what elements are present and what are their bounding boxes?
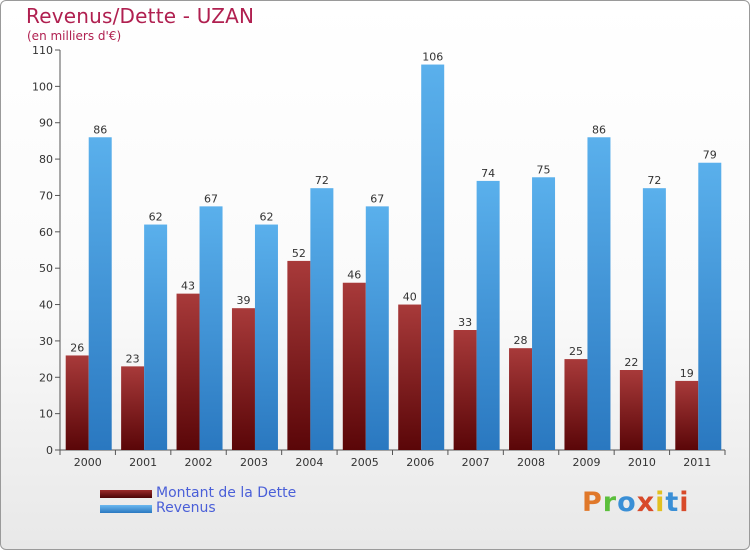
x-tick-label: 2002 bbox=[185, 456, 213, 469]
bar-revenus bbox=[199, 206, 223, 450]
data-label-revenus: 62 bbox=[259, 211, 273, 224]
bar-dette bbox=[453, 330, 477, 450]
chart-title: Revenus/Dette - UZAN bbox=[26, 4, 255, 28]
logo-letter: t bbox=[665, 487, 680, 518]
bar-revenus bbox=[642, 188, 666, 450]
y-tick-label: 10 bbox=[39, 408, 53, 421]
bar-dette bbox=[564, 359, 588, 450]
y-tick-label: 100 bbox=[32, 80, 53, 93]
logo-letter: P bbox=[582, 487, 603, 518]
bar-dette bbox=[675, 380, 699, 450]
x-tick-label: 2006 bbox=[406, 456, 434, 469]
y-tick-label: 110 bbox=[32, 44, 53, 57]
y-tick-label: 80 bbox=[39, 153, 53, 166]
data-label-revenus: 67 bbox=[370, 192, 384, 205]
bar-dette bbox=[398, 304, 422, 450]
bar-dette bbox=[65, 355, 89, 450]
bar-revenus bbox=[254, 224, 278, 450]
y-tick-label: 30 bbox=[39, 335, 53, 348]
x-tick-label: 2008 bbox=[517, 456, 545, 469]
data-label-dette: 22 bbox=[624, 356, 638, 369]
data-label-dette: 25 bbox=[569, 345, 583, 358]
legend-swatch-dette bbox=[100, 490, 152, 498]
data-label-dette: 33 bbox=[458, 316, 472, 329]
data-label-revenus: 62 bbox=[149, 211, 163, 224]
legend-swatch-revenus bbox=[100, 505, 152, 513]
data-label-revenus: 86 bbox=[93, 123, 107, 136]
bar-dette bbox=[176, 293, 200, 450]
proxiti-logo: Proxiti bbox=[582, 487, 690, 518]
y-tick-label: 50 bbox=[39, 262, 53, 275]
bar-revenus bbox=[476, 180, 500, 450]
bar-dette bbox=[287, 260, 311, 450]
data-label-dette: 43 bbox=[181, 280, 195, 293]
data-label-revenus: 106 bbox=[422, 51, 443, 64]
data-label-dette: 39 bbox=[236, 294, 250, 307]
bar-revenus bbox=[88, 137, 112, 451]
logo-letter: o bbox=[617, 487, 637, 518]
data-label-dette: 23 bbox=[126, 352, 140, 365]
data-label-revenus: 86 bbox=[592, 123, 606, 136]
x-tick-label: 2003 bbox=[240, 456, 268, 469]
logo-letter: i bbox=[679, 487, 690, 518]
data-label-dette: 19 bbox=[680, 367, 694, 380]
bar-revenus bbox=[698, 162, 722, 450]
logo-letter: r bbox=[602, 487, 618, 518]
x-tick-label: 2001 bbox=[129, 456, 157, 469]
logo-letter: x bbox=[636, 487, 656, 518]
x-tick-label: 2010 bbox=[628, 456, 656, 469]
bar-revenus bbox=[310, 188, 334, 450]
bar-dette bbox=[509, 348, 533, 450]
chart-subtitle: (en milliers d'€) bbox=[27, 29, 122, 43]
y-tick-label: 90 bbox=[39, 117, 53, 130]
data-label-dette: 40 bbox=[403, 291, 417, 304]
x-tick-label: 2000 bbox=[74, 456, 102, 469]
x-tick-label: 2007 bbox=[462, 456, 490, 469]
x-tick-label: 2011 bbox=[683, 456, 711, 469]
data-label-dette: 26 bbox=[70, 341, 84, 354]
bar-revenus bbox=[532, 177, 556, 451]
bar-dette bbox=[619, 370, 643, 450]
data-label-revenus: 74 bbox=[481, 167, 495, 180]
bar-revenus bbox=[421, 64, 445, 450]
x-tick-label: 2005 bbox=[351, 456, 379, 469]
logo-letter: i bbox=[655, 487, 666, 518]
y-tick-label: 20 bbox=[39, 371, 53, 384]
bar-dette bbox=[342, 282, 366, 450]
y-tick-label: 0 bbox=[46, 444, 53, 457]
data-label-dette: 28 bbox=[514, 334, 528, 347]
data-label-revenus: 72 bbox=[315, 174, 329, 187]
bar-dette bbox=[121, 366, 145, 450]
bar-revenus bbox=[144, 224, 168, 450]
y-tick-label: 60 bbox=[39, 226, 53, 239]
data-label-revenus: 75 bbox=[537, 163, 551, 176]
x-tick-label: 2009 bbox=[572, 456, 600, 469]
y-tick-label: 40 bbox=[39, 299, 53, 312]
bar-revenus bbox=[365, 206, 389, 450]
bar-dette bbox=[231, 308, 255, 450]
legend-label-revenus: Revenus bbox=[156, 500, 216, 516]
legend-label-dette: Montant de la Dette bbox=[156, 485, 297, 501]
data-label-revenus: 72 bbox=[647, 174, 661, 187]
data-label-revenus: 67 bbox=[204, 192, 218, 205]
bar-revenus bbox=[587, 137, 611, 451]
y-tick-label: 70 bbox=[39, 189, 53, 202]
data-label-dette: 46 bbox=[347, 269, 361, 282]
data-label-dette: 52 bbox=[292, 247, 306, 260]
data-label-revenus: 79 bbox=[703, 149, 717, 162]
x-tick-label: 2004 bbox=[295, 456, 323, 469]
